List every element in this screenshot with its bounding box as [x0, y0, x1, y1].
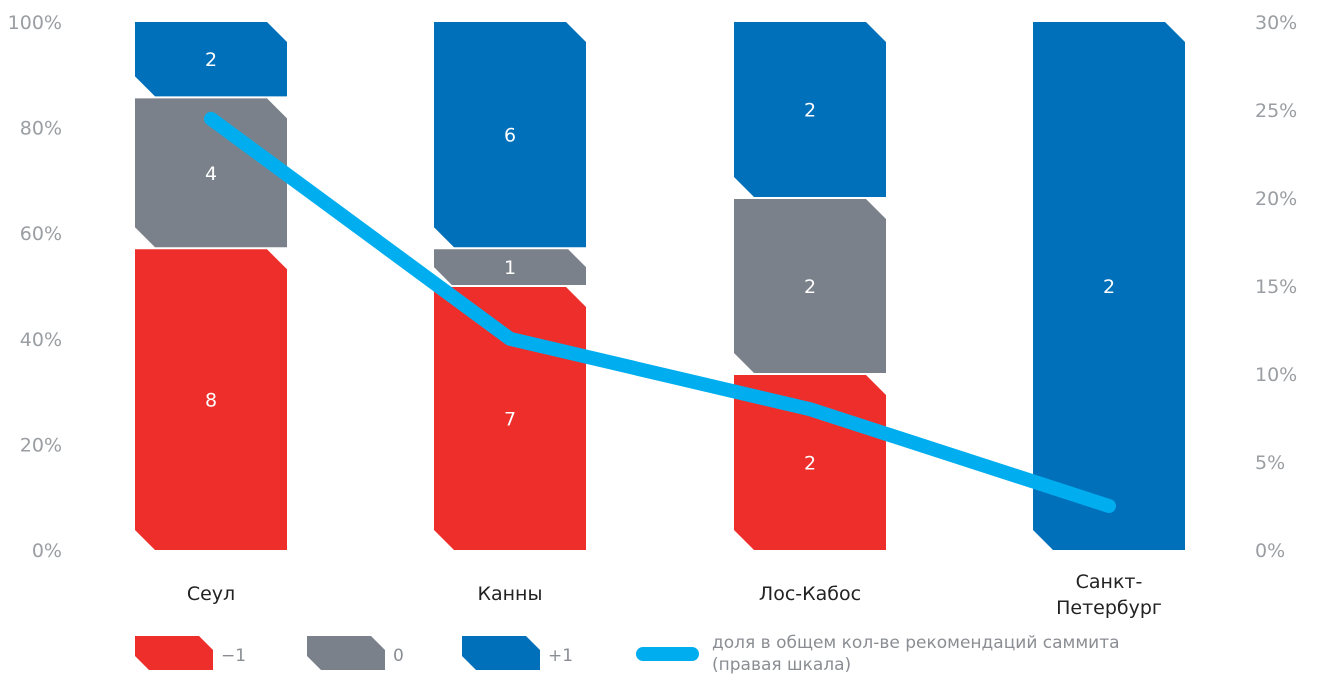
segment-value-label: 2 [804, 276, 816, 298]
left-axis: 0% 20% 40% 60% 80% 100% [8, 12, 62, 562]
category-labels: Сеул Канны Лос-Кабос Санкт-Петербург [187, 571, 1162, 619]
legend-label: +1 [548, 646, 573, 666]
segment-value-label: 7 [504, 409, 516, 431]
category-label: Канны [478, 583, 543, 605]
right-axis-tick-label: 25% [1255, 100, 1297, 122]
segment-value-label: 2 [804, 100, 816, 122]
bar-segment [734, 22, 886, 197]
left-axis-tick-label: 20% [20, 434, 62, 456]
left-axis-tick-label: 0% [32, 540, 62, 562]
segment-value-label: 8 [205, 390, 217, 412]
segment-labels: 8 4 2 7 1 6 2 2 2 2 [205, 49, 1115, 474]
share-line [204, 111, 1116, 513]
segment-value-label: 2 [804, 453, 816, 475]
right-axis-tick-label: 15% [1255, 276, 1297, 298]
legend-line-label: доля в общем кол-ве рекомендаций саммита… [712, 633, 1120, 675]
bars [135, 22, 1185, 551]
line-series [204, 111, 1116, 513]
left-axis-tick-label: 60% [20, 223, 62, 245]
legend-swatch [307, 636, 385, 670]
legend-swatch [135, 636, 213, 670]
bar-segment [734, 199, 886, 373]
legend-label: −1 [221, 646, 246, 666]
bar-segment [434, 249, 586, 285]
right-axis-tick-label: 10% [1255, 364, 1297, 386]
legend-label: 0 [393, 646, 404, 666]
left-axis-tick-label: 80% [20, 118, 62, 140]
segment-value-label: 2 [1103, 276, 1115, 298]
legend-swatch [462, 636, 540, 670]
bar-segment [135, 22, 287, 97]
right-axis-tick-label: 20% [1255, 188, 1297, 210]
category-label: Сеул [187, 583, 235, 605]
right-axis: 0% 5% 10% 15% 20% 25% 30% [1255, 12, 1297, 562]
right-axis-tick-label: 5% [1255, 452, 1285, 474]
bar-segment [1033, 22, 1185, 550]
bar-segment [135, 98, 287, 248]
segment-value-label: 6 [504, 125, 516, 147]
segment-value-label: 1 [504, 257, 516, 279]
category-label: Лос-Кабос [759, 583, 861, 605]
left-axis-tick-label: 100% [8, 12, 62, 34]
legend: −1 0 +1 доля в общем кол-ве рекомендаций са… [135, 633, 1120, 675]
segment-value-label: 2 [205, 49, 217, 71]
category-label: Санкт-Петербург [1056, 571, 1162, 619]
bar-segment [434, 22, 586, 248]
segment-value-label: 4 [205, 163, 217, 185]
right-axis-tick-label: 30% [1255, 12, 1297, 34]
right-axis-tick-label: 0% [1255, 540, 1285, 562]
bar-segment [135, 249, 287, 551]
left-axis-tick-label: 40% [20, 329, 62, 351]
